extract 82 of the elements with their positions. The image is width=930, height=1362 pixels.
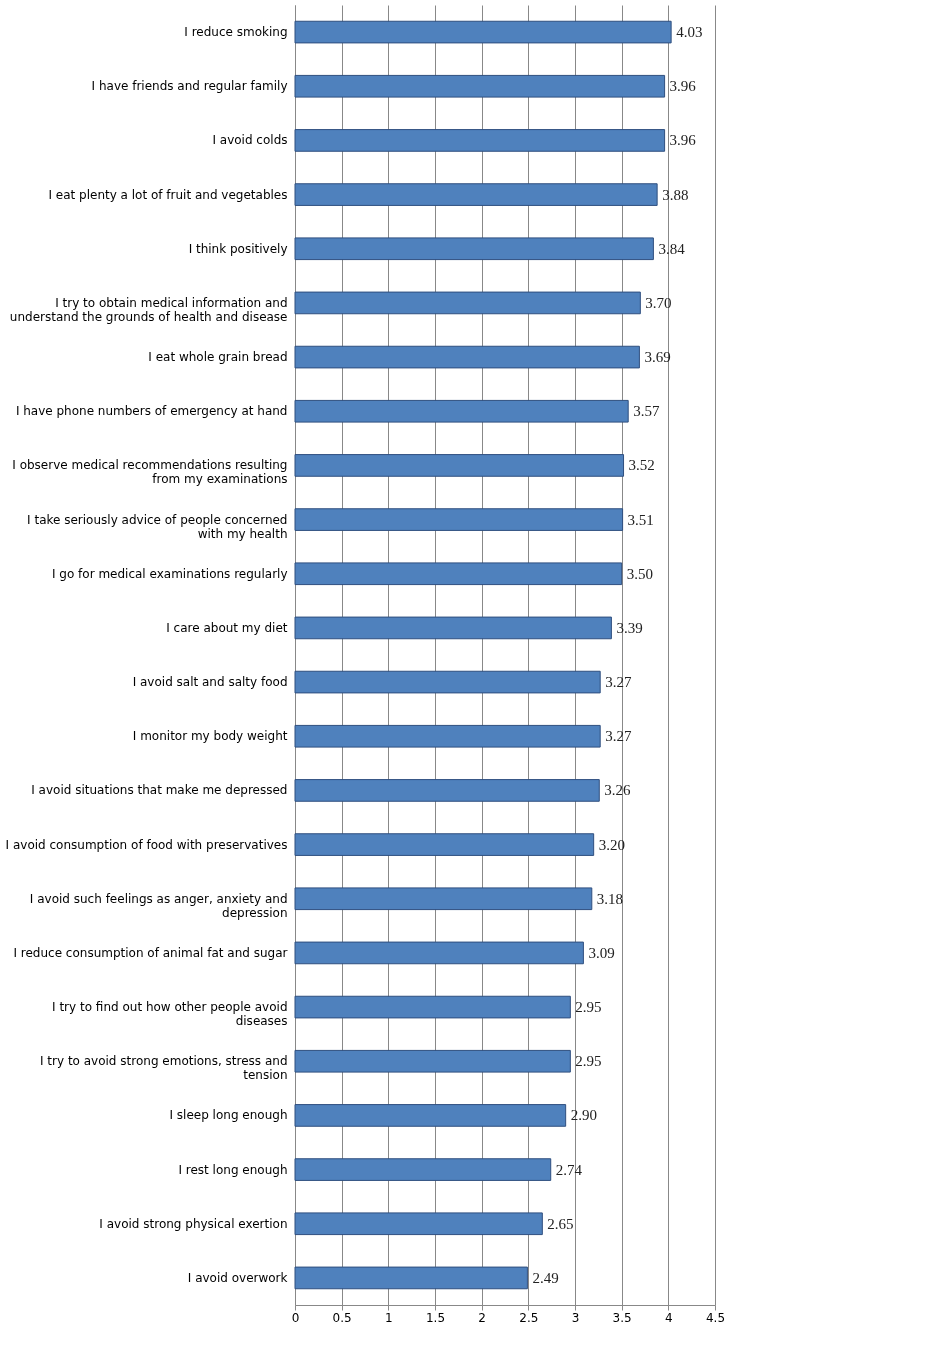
x-tick-label: 4 bbox=[665, 1310, 673, 1325]
data-label: 2.49 bbox=[532, 1269, 559, 1286]
y-tick-label: I avoid situations that make me depressed bbox=[31, 783, 288, 798]
x-tick-label: 2.5 bbox=[519, 1310, 539, 1325]
y-tick-label: I avoid consumption of food with preservatives bbox=[5, 837, 288, 852]
bar bbox=[294, 1158, 552, 1181]
bar bbox=[294, 20, 672, 44]
bar bbox=[294, 183, 658, 206]
x-tick-label: 1.5 bbox=[425, 1310, 446, 1325]
bar bbox=[294, 508, 624, 531]
y-tick-label: I avoid strong physical exertion bbox=[99, 1216, 288, 1231]
y-tick-label: I monitor my body weight bbox=[132, 729, 288, 744]
y-tick-label: I avoid colds bbox=[212, 133, 288, 148]
data-label: 3.27 bbox=[605, 728, 632, 745]
x-tick-label: 3 bbox=[571, 1310, 580, 1325]
bar bbox=[294, 1049, 571, 1073]
data-label: 3.96 bbox=[669, 132, 697, 149]
data-label: 3.51 bbox=[627, 511, 654, 528]
x-tick-label: 2 bbox=[478, 1310, 486, 1325]
bar bbox=[294, 724, 601, 748]
data-label: 3.70 bbox=[645, 294, 672, 311]
data-label: 3.69 bbox=[644, 349, 671, 366]
data-label: 3.57 bbox=[633, 403, 660, 420]
y-tick-label: I try to obtain medical information and understand the grounds of health and disease bbox=[9, 295, 288, 324]
x-tick-label: 1 bbox=[385, 1310, 393, 1325]
bar bbox=[294, 1104, 567, 1127]
data-label: 3.50 bbox=[626, 565, 653, 582]
y-tick-label: I observe medical recommendations resulting from my examinations bbox=[12, 458, 288, 487]
bar bbox=[294, 291, 641, 315]
y-tick-label: I avoid salt and salty food bbox=[132, 675, 288, 690]
y-tick-label: I think positively bbox=[188, 241, 288, 256]
bar bbox=[294, 616, 612, 640]
bar bbox=[294, 74, 666, 98]
bar bbox=[294, 1212, 543, 1236]
y-tick-label: I have phone numbers of emergency at hand bbox=[15, 404, 288, 419]
y-tick-label: I take seriously advice of people concerned with my health bbox=[27, 512, 288, 541]
y-tick-label: I try to find out how other people avoid diseases bbox=[52, 1000, 288, 1029]
y-tick-label: I reduce consumption of animal fat and sugar bbox=[13, 945, 288, 960]
y-tick-label: I try to avoid strong emotions, stress and tension bbox=[39, 1054, 288, 1083]
bar bbox=[294, 833, 595, 856]
bar bbox=[294, 1266, 528, 1290]
data-label: 3.09 bbox=[588, 944, 615, 961]
data-label: 2.90 bbox=[570, 1107, 597, 1124]
y-tick-label: I care about my diet bbox=[166, 620, 288, 635]
data-label: 3.26 bbox=[604, 782, 632, 799]
bar bbox=[294, 670, 601, 694]
y-tick-label: I avoid such feelings as anger, anxiety and depression bbox=[29, 891, 288, 920]
y-tick-label: I eat plenty a lot of fruit and vegetables bbox=[48, 187, 288, 202]
x-tick-label: 0.5 bbox=[332, 1310, 352, 1325]
data-label: 3.84 bbox=[658, 240, 686, 257]
bar bbox=[294, 129, 666, 152]
y-tick-label: I sleep long enough bbox=[169, 1108, 288, 1123]
data-label: 2.95 bbox=[575, 999, 602, 1016]
x-tick-label: 4.5 bbox=[705, 1310, 726, 1325]
y-tick-label: I avoid overwork bbox=[187, 1270, 288, 1285]
data-label: 3.88 bbox=[662, 186, 689, 203]
y-tick-label: I go for medical examinations regularly bbox=[51, 566, 288, 581]
y-tick-label: I reduce smoking bbox=[184, 25, 288, 40]
bar bbox=[294, 995, 571, 1019]
data-label: 4.03 bbox=[676, 24, 703, 41]
data-label: 2.74 bbox=[555, 1161, 583, 1178]
data-label: 3.20 bbox=[598, 836, 625, 853]
data-label: 2.95 bbox=[575, 1053, 602, 1070]
data-label: 2.65 bbox=[547, 1215, 574, 1232]
bar bbox=[294, 779, 600, 802]
data-label: 3.39 bbox=[616, 619, 643, 636]
bar bbox=[294, 345, 640, 369]
x-tick-label: 3.5 bbox=[612, 1310, 632, 1325]
y-tick-label: I eat whole grain bread bbox=[148, 350, 288, 365]
y-tick-label: I have friends and regular family bbox=[91, 79, 288, 94]
data-label: 3.18 bbox=[596, 890, 624, 907]
x-tick-label: 0 bbox=[291, 1310, 300, 1325]
bar bbox=[294, 887, 593, 911]
bar bbox=[294, 562, 623, 586]
y-tick-label: I rest long enough bbox=[178, 1162, 288, 1177]
bar bbox=[294, 941, 584, 965]
bar bbox=[294, 237, 654, 261]
data-label: 3.96 bbox=[669, 78, 697, 95]
bar bbox=[294, 399, 629, 423]
data-label: 3.27 bbox=[605, 674, 632, 691]
data-label: 3.52 bbox=[628, 457, 655, 474]
bar bbox=[294, 454, 625, 477]
